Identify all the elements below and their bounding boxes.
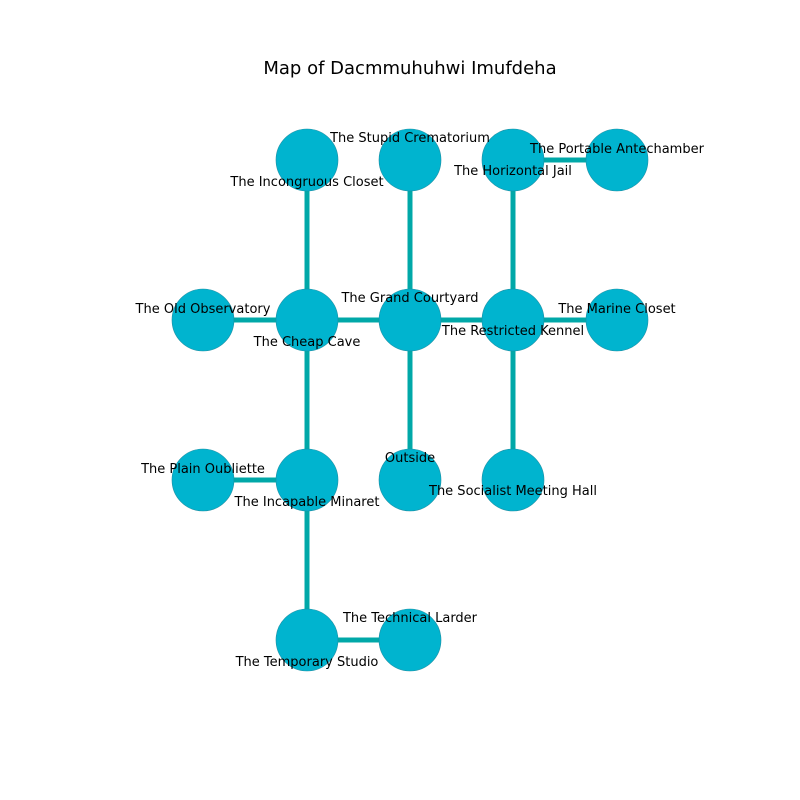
labels-layer: The Incongruous Closet The Stupid Cremato… — [135, 131, 705, 670]
node-label-incapable-minaret: The Incapable Minaret — [234, 495, 380, 510]
node-cheap-cave — [275, 288, 339, 352]
node-outside — [378, 448, 442, 512]
node-label-old-observatory: The Old Observatory — [135, 302, 271, 317]
node-temporary-studio — [275, 608, 339, 672]
edges-layer — [203, 157, 617, 643]
node-label-horizontal-jail: The Horizontal Jail — [453, 164, 572, 179]
map-title: Map of Dacmmuhuhwi Imufdeha — [263, 58, 556, 79]
node-incapable-minaret — [275, 448, 339, 512]
node-label-incongruous-closet: The Incongruous Closet — [229, 175, 383, 190]
node-label-grand-courtyard: The Grand Courtyard — [340, 291, 478, 306]
node-label-plain-oubliette: The Plain Oubliette — [140, 462, 265, 477]
node-marine-closet — [585, 288, 649, 352]
node-horizontal-jail — [481, 128, 545, 192]
node-incongruous-closet — [275, 128, 339, 192]
node-stupid-crematorium — [378, 128, 442, 192]
node-label-cheap-cave: The Cheap Cave — [253, 335, 361, 350]
node-technical-larder — [378, 608, 442, 672]
node-restricted-kennel — [481, 288, 545, 352]
node-label-outside: Outside — [385, 451, 435, 466]
node-label-stupid-crematorium: The Stupid Crematorium — [329, 131, 490, 146]
node-grand-courtyard — [378, 288, 442, 352]
node-plain-oubliette — [171, 448, 235, 512]
node-label-portable-antechamber: The Portable Antechamber — [529, 142, 705, 157]
node-label-technical-larder: The Technical Larder — [342, 611, 478, 626]
node-label-temporary-studio: The Temporary Studio — [235, 655, 379, 670]
node-portable-antechamber — [585, 128, 649, 192]
node-old-observatory — [171, 288, 235, 352]
node-label-restricted-kennel: The Restricted Kennel — [441, 324, 584, 339]
node-label-socialist-meeting-hall: The Socialist Meeting Hall — [428, 484, 597, 499]
nodes-layer — [171, 128, 649, 672]
node-socialist-meeting-hall — [481, 448, 545, 512]
node-label-marine-closet: The Marine Closet — [557, 302, 675, 317]
